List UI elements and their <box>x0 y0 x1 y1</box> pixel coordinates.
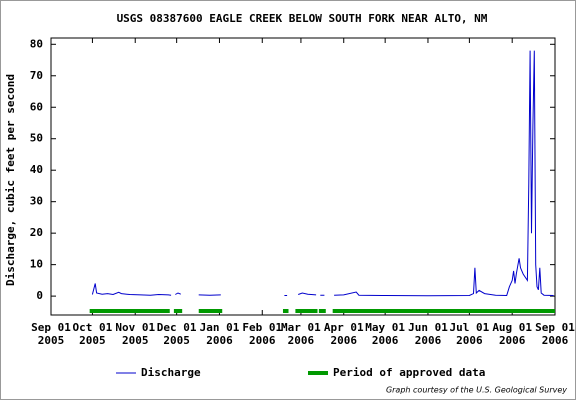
x-tick-label: 2006 <box>288 334 315 347</box>
x-tick-label: Aug 01 <box>492 321 532 334</box>
x-tick-label: Nov 01 <box>115 321 155 334</box>
legend-label: Discharge <box>141 366 201 379</box>
approved-period <box>282 309 289 313</box>
x-tick-label: Jan 01 <box>200 321 240 334</box>
approved-period <box>332 309 555 313</box>
legend-label: Period of approved data <box>333 366 485 379</box>
x-tick-label: Dec 01 <box>157 321 197 334</box>
data-line <box>91 50 554 297</box>
x-tick-label: Apr 01 <box>324 321 364 334</box>
x-tick-label: 2005 <box>79 334 106 347</box>
y-tick-label: 0 <box>36 289 43 302</box>
x-tick-label: 2005 <box>163 334 190 347</box>
y-tick-label: 80 <box>30 37 43 50</box>
plot-border <box>50 37 556 316</box>
x-tick-label: 2006 <box>456 334 483 347</box>
x-tick-label: Oct 01 <box>73 321 113 334</box>
y-tick-label: 40 <box>30 163 43 176</box>
chart-title: USGS 08387600 EAGLE CREEK BELOW SOUTH FO… <box>117 12 488 25</box>
y-tick-label: 30 <box>30 195 43 208</box>
y-tick-label: 50 <box>30 132 43 145</box>
x-tick-label: 2006 <box>249 334 276 347</box>
legend-swatch <box>308 371 328 375</box>
x-tick-label: 2006 <box>372 334 399 347</box>
approved-period <box>173 309 183 313</box>
approved-period <box>198 309 223 313</box>
footer: Graph courtesy of the U.S. Geological Su… <box>386 386 567 395</box>
x-tick-label: Jul 01 <box>450 321 490 334</box>
approved-period <box>89 309 170 313</box>
x-tick-label: 2005 <box>38 334 65 347</box>
x-tick-label: 2006 <box>542 334 569 347</box>
y-tick-label: 70 <box>30 69 43 82</box>
x-tick-label: 2006 <box>330 334 357 347</box>
y-tick-label: 20 <box>30 226 43 239</box>
x-tick-label: May 01 <box>365 321 405 334</box>
approved-period <box>318 309 326 313</box>
y-tick-label: 10 <box>30 258 43 271</box>
x-tick-label: 2005 <box>122 334 149 347</box>
x-tick-label: 2006 <box>206 334 233 347</box>
x-tick-label: Mar 01 <box>281 321 321 334</box>
y-tick-label: 60 <box>30 100 43 113</box>
approved-period <box>295 309 318 313</box>
x-tick-label: Jun 01 <box>408 321 448 334</box>
x-tick-label: Feb 01 <box>242 321 282 334</box>
x-tick-label: Sep 01 <box>31 321 71 334</box>
x-tick-label: 2006 <box>415 334 442 347</box>
x-tick-label: Sep 01 <box>535 321 575 334</box>
y-axis-label: Discharge, cubic feet per second <box>4 74 17 286</box>
x-tick-label: 2006 <box>499 334 526 347</box>
